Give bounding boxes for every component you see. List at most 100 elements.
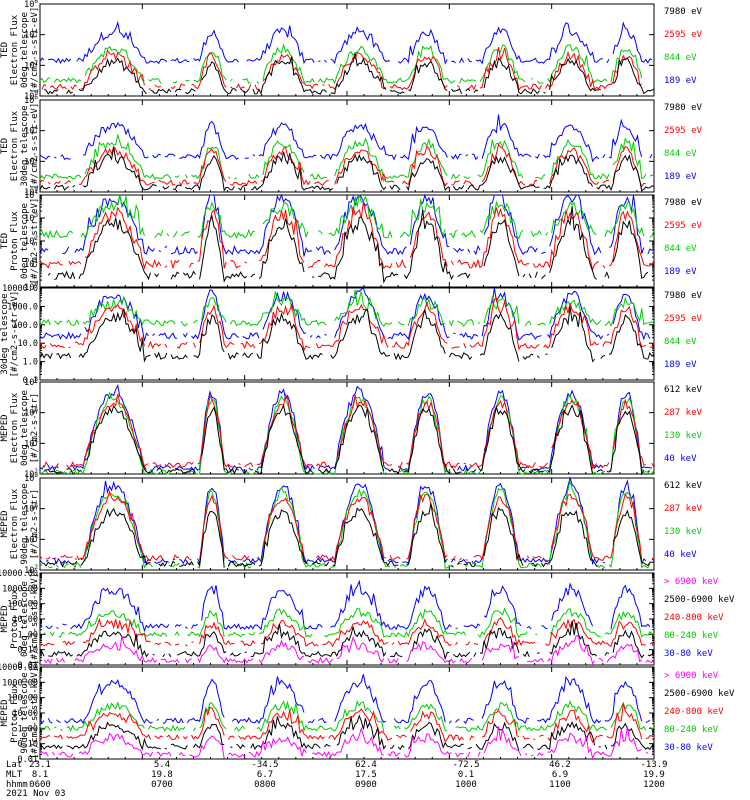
y-axis-label-line: 0deg telescope — [20, 203, 30, 279]
footer-hhmm-value: 0800 — [254, 780, 276, 790]
series-line-green — [39, 391, 655, 476]
series-line-black — [39, 146, 655, 192]
y-tick-label: 100.0 — [12, 321, 38, 331]
footer-mlt-value: 6.7 — [256, 770, 274, 780]
y-axis-label-line: 90deg telescope — [20, 672, 30, 754]
y-tick-label: 1000.00 — [2, 584, 38, 594]
footer-mlt-value: 8.1 — [31, 770, 49, 780]
legend-entry: 30-80 keV — [664, 649, 713, 659]
footer-hhmm-value: 0900 — [355, 780, 377, 790]
legend-entry: 189 eV — [664, 76, 697, 86]
legend-entry: 130 keV — [664, 431, 702, 441]
y-axis-label-line: [#/cm2-s-str-keV] — [30, 666, 40, 759]
legend-entry: 80-240 keV — [664, 725, 719, 735]
y-axis-label-line: [#/cm2-s-str-keV] — [30, 572, 40, 665]
y-axis-label-line: MEPED — [0, 605, 10, 633]
panel-4: 0.1 1.0 10.0 100.0 1000.0 10000.0 — [2, 284, 655, 386]
series-line-blue — [39, 579, 651, 633]
series-line-red — [39, 202, 655, 272]
y-axis-label-line: TED — [0, 137, 10, 155]
series-line-black — [39, 306, 655, 363]
y-axis-label-line: 30deg telescope — [0, 293, 10, 375]
y-axis-label-line: 0deg telescope — [20, 12, 30, 88]
y-axis-label-line: 0deg telescope — [20, 581, 30, 657]
footer-mlt-label: MLT — [6, 770, 23, 780]
series-line-red — [39, 617, 655, 648]
y-axis-label: MEPED Electron Flux 0deg telescope [#/cm2-s… — [0, 382, 40, 474]
series-line-black — [39, 620, 655, 661]
y-axis-label: MEPED Proton Flux 0deg telescope [#/cm2-s-s… — [0, 573, 40, 665]
y-axis-label-line: 90deg telescope — [20, 483, 30, 565]
y-axis-label: MEPED Proton Flux 90deg telescope [#/cm2-s-… — [0, 667, 40, 759]
y-axis-label-line: TED — [0, 41, 10, 59]
y-tick-label: 10.00 — [12, 615, 38, 625]
y-axis-label-line: Proton Flux — [10, 589, 20, 649]
panel-frame — [39, 3, 655, 97]
y-axis-label: TED Electron Flux 30deg telescope [#/cm2-s-… — [0, 100, 40, 192]
footer-lat-value: -34.5 — [251, 760, 279, 770]
panel-frame — [39, 287, 655, 381]
legend-entry: 189 eV — [664, 172, 697, 182]
footer-lat-label: Lat — [6, 760, 23, 770]
series-line-black — [47, 206, 655, 284]
legend-entry: 30-80 keV — [664, 743, 713, 753]
legend-entry: 40 keV — [664, 550, 697, 560]
legend-entry: 612 keV — [664, 385, 702, 395]
y-tick-label: 0.01 — [18, 661, 38, 671]
series-line-green — [40, 481, 654, 569]
footer-hhmm-value: 1100 — [549, 780, 571, 790]
series-line-blue — [39, 476, 655, 566]
legend-entry: 2595 eV — [664, 221, 702, 231]
y-axis-label-line: MEPED — [0, 699, 10, 727]
series-line-green — [39, 133, 655, 183]
y-tick-label: 1.00 — [18, 630, 38, 640]
y-tick-label: 106 — [24, 0, 38, 10]
legend-entry: 7980 eV — [664, 103, 702, 113]
footer-lat-value: 46.2 — [549, 760, 571, 770]
footer-mlt-value: 19.9 — [643, 770, 665, 780]
y-tick-label: 1000.0 — [7, 302, 38, 312]
footer-lat-value: 5.4 — [153, 760, 171, 770]
legend-entry: 189 eV — [664, 360, 697, 370]
footer-hhmm-value: 0600 — [29, 780, 51, 790]
y-tick-label: 10.0 — [18, 339, 38, 349]
legend-entry: 7980 eV — [664, 198, 702, 208]
panel-8: 0.01 0.10 1.00 10.00 100.00 1000.00 10000.00 — [0, 663, 654, 765]
y-axis-label-line: [#/cm2-s-str-eV] — [30, 102, 40, 190]
series-line-blue — [39, 20, 653, 65]
footer-mlt-value: 19.8 — [151, 770, 173, 780]
y-axis-label-line: Proton Flux — [10, 211, 20, 271]
legend-entry: 240-800 keV — [664, 707, 724, 717]
y-axis-label-line: [#/cm2-s-str] — [30, 392, 40, 464]
y-tick-label: 106 — [24, 503, 38, 515]
series-line-red — [39, 297, 655, 352]
legend-entry: > 6900 keV — [664, 671, 719, 681]
legend-entry: 287 keV — [664, 408, 702, 418]
footer-hhmm-value: 1200 — [643, 780, 665, 790]
series-line-green — [43, 607, 655, 639]
series-line-red — [39, 703, 655, 744]
y-tick-label: 10000.00 — [0, 569, 38, 579]
legend-entry: 2500-6900 keV — [664, 595, 735, 605]
footer-lat-value: 62.4 — [355, 760, 377, 770]
series-line-black — [41, 503, 655, 568]
y-axis-label-line: Electron Flux — [10, 392, 20, 464]
legend-entry: 189 eV — [664, 267, 697, 277]
legend-entry: 7980 eV — [664, 291, 702, 301]
legend-entry: 40 keV — [664, 454, 697, 464]
y-axis-label-line: Proton Flux — [10, 683, 20, 743]
footer-hhmm-value: 1000 — [455, 780, 477, 790]
legend-entry: 130 keV — [664, 527, 702, 537]
date-label: 2021 Nov 03 — [6, 789, 66, 799]
series-line-blue — [39, 114, 653, 163]
y-axis-label-line: [#/cm2-s-str-eV] — [10, 290, 20, 378]
legend-entry: 2595 eV — [664, 314, 702, 324]
legend-entry: 287 keV — [664, 504, 702, 514]
y-axis-label-line: [#/cm2-s-str-eV] — [30, 197, 40, 285]
y-tick-label: 0.10 — [18, 646, 38, 656]
series-line-black — [41, 714, 655, 751]
footer-hhmm-value: 0700 — [151, 780, 173, 790]
